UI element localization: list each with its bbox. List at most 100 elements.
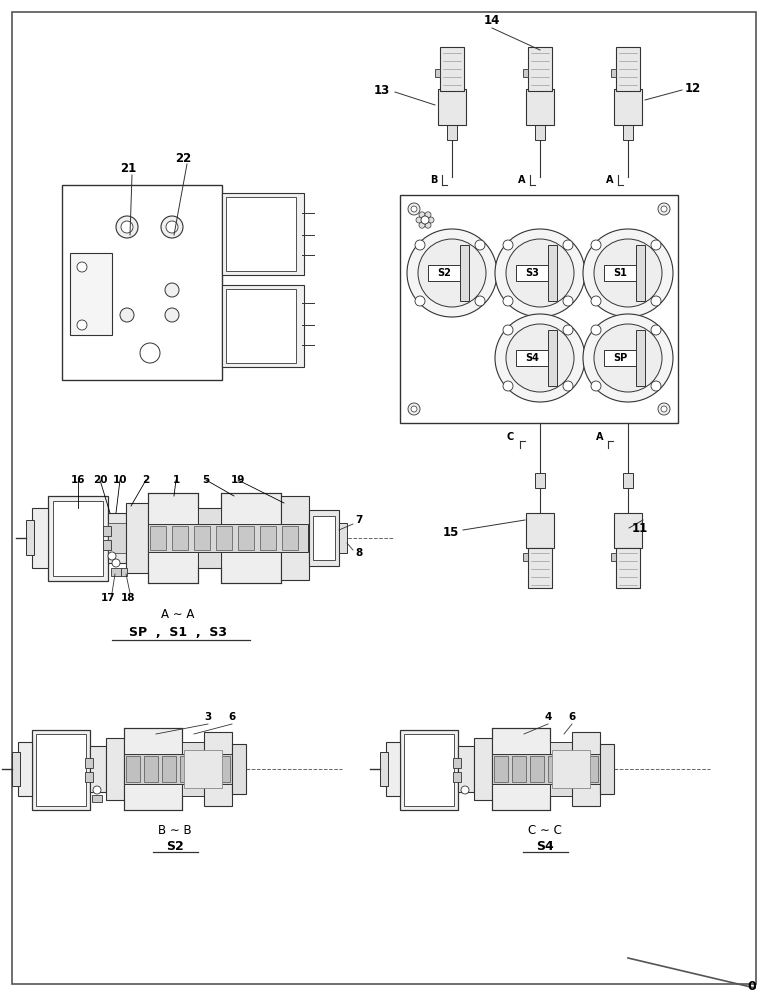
Circle shape: [651, 240, 661, 250]
Circle shape: [661, 206, 667, 212]
Bar: [70, 253, 112, 335]
Bar: [438, 89, 466, 125]
Bar: [492, 754, 600, 784]
Bar: [182, 742, 204, 796]
Bar: [623, 473, 633, 488]
Circle shape: [651, 325, 661, 335]
Bar: [616, 47, 640, 91]
Bar: [447, 122, 457, 140]
Bar: [124, 754, 232, 784]
Bar: [26, 520, 34, 555]
Circle shape: [93, 786, 101, 794]
Circle shape: [425, 222, 431, 228]
Bar: [600, 744, 614, 794]
Bar: [623, 122, 633, 140]
Bar: [194, 526, 210, 550]
Bar: [526, 89, 554, 125]
Bar: [523, 553, 528, 561]
Bar: [260, 526, 276, 550]
Circle shape: [120, 308, 134, 322]
Text: S2: S2: [437, 268, 451, 278]
Circle shape: [419, 222, 425, 228]
Text: 19: 19: [231, 475, 245, 485]
Text: A: A: [606, 175, 614, 185]
Bar: [180, 756, 194, 782]
Text: 20: 20: [93, 475, 108, 485]
Bar: [198, 508, 221, 568]
Bar: [339, 523, 347, 553]
Circle shape: [419, 212, 425, 218]
Circle shape: [475, 296, 485, 306]
Bar: [535, 122, 545, 140]
Circle shape: [428, 217, 434, 223]
Bar: [530, 756, 544, 782]
Text: 3: 3: [204, 712, 212, 722]
Bar: [221, 493, 281, 583]
Circle shape: [411, 206, 417, 212]
Text: SP  ,  S1  ,  S3: SP , S1 , S3: [129, 626, 227, 639]
Bar: [238, 526, 254, 550]
Bar: [526, 513, 554, 548]
Ellipse shape: [583, 314, 673, 402]
Bar: [611, 69, 616, 77]
Bar: [111, 568, 121, 576]
Bar: [204, 732, 232, 806]
Text: C ∼ C: C ∼ C: [528, 824, 562, 836]
Bar: [108, 523, 126, 553]
Bar: [548, 245, 557, 301]
Bar: [548, 756, 562, 782]
Bar: [566, 756, 580, 782]
Circle shape: [77, 262, 87, 272]
Circle shape: [408, 203, 420, 215]
Bar: [516, 265, 549, 281]
Bar: [124, 728, 182, 810]
Bar: [282, 526, 298, 550]
Text: S2: S2: [166, 840, 184, 852]
Bar: [386, 742, 400, 796]
Bar: [150, 526, 166, 550]
Circle shape: [416, 217, 422, 223]
Bar: [62, 185, 222, 380]
Bar: [404, 734, 454, 806]
Bar: [18, 742, 32, 796]
Bar: [32, 730, 90, 810]
Text: 2: 2: [142, 475, 150, 485]
Bar: [535, 473, 545, 488]
Bar: [222, 193, 304, 275]
Bar: [584, 756, 598, 782]
Bar: [611, 553, 616, 561]
Bar: [435, 69, 440, 77]
Circle shape: [503, 296, 513, 306]
Circle shape: [77, 320, 87, 330]
Bar: [103, 526, 111, 536]
Bar: [172, 526, 188, 550]
Bar: [548, 330, 557, 386]
Bar: [528, 47, 552, 91]
Text: 22: 22: [175, 151, 191, 164]
Circle shape: [161, 216, 183, 238]
Circle shape: [661, 406, 667, 412]
Bar: [53, 501, 103, 576]
Bar: [614, 89, 642, 125]
Bar: [32, 508, 48, 568]
Text: 17: 17: [101, 593, 115, 603]
Bar: [604, 265, 637, 281]
Text: 8: 8: [356, 548, 362, 558]
Text: 15: 15: [443, 526, 459, 538]
Text: 10: 10: [113, 475, 127, 485]
Circle shape: [563, 240, 573, 250]
Circle shape: [415, 240, 425, 250]
Bar: [458, 746, 474, 792]
Bar: [636, 245, 645, 301]
Circle shape: [166, 221, 178, 233]
Text: SP: SP: [613, 353, 627, 363]
Bar: [36, 734, 86, 806]
Circle shape: [591, 325, 601, 335]
Circle shape: [121, 221, 133, 233]
Bar: [226, 289, 296, 363]
Bar: [309, 510, 339, 566]
Bar: [474, 738, 492, 800]
Circle shape: [411, 406, 417, 412]
Circle shape: [112, 559, 120, 567]
Bar: [428, 265, 461, 281]
